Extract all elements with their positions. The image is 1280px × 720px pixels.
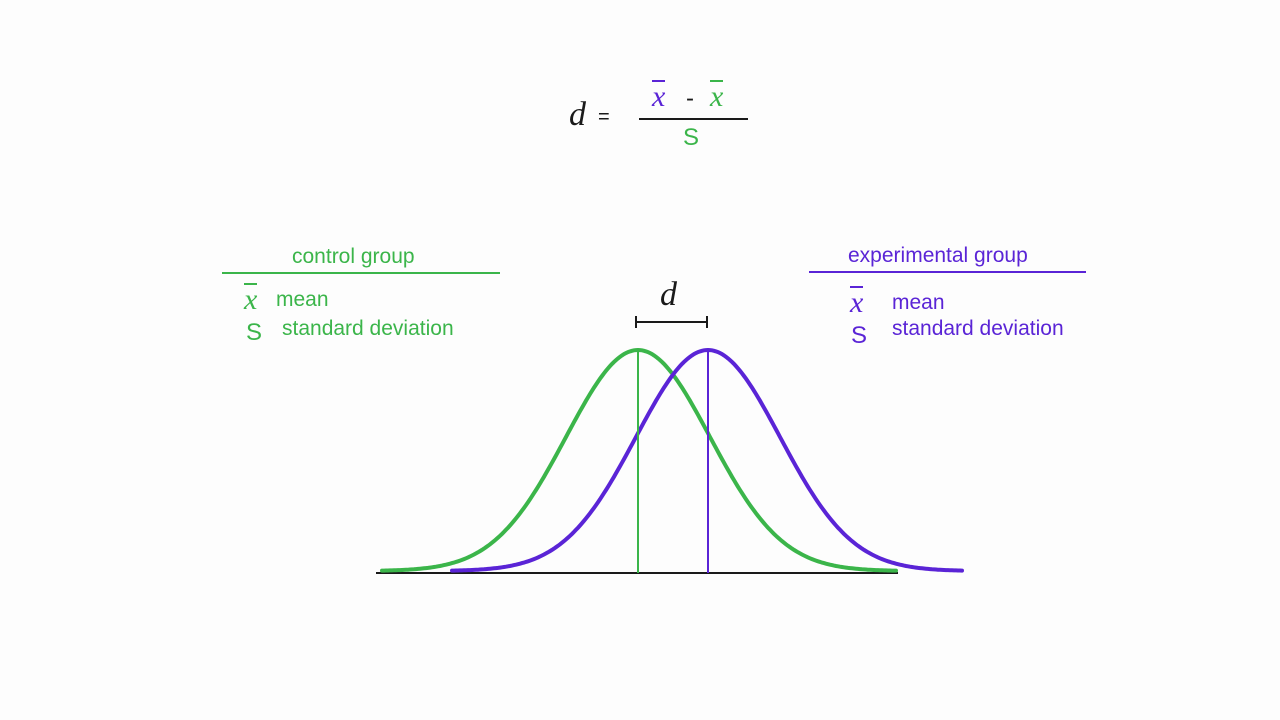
formula-experimental-mean: x <box>652 80 666 114</box>
control-mean-symbol: x <box>244 283 258 317</box>
formula-equals: = <box>598 106 610 128</box>
distance-label: d <box>660 276 677 313</box>
formula-control-mean: x <box>710 80 724 114</box>
control-mean-xbar: x <box>244 283 258 316</box>
experimental-group-rule <box>809 271 1086 273</box>
control-mean-label: mean <box>276 288 329 311</box>
formula-minus: - <box>686 85 694 112</box>
control-sd-label: standard deviation <box>282 317 454 340</box>
experimental-curve <box>450 347 964 573</box>
control-xbar-symbol: x <box>710 80 724 113</box>
experimental-mean-label: mean <box>892 291 945 314</box>
control-group-title: control group <box>292 245 415 268</box>
control-group-rule <box>222 272 500 274</box>
experimental-xbar-symbol: x <box>652 80 666 113</box>
formula-lhs: d <box>569 96 586 133</box>
experimental-mean-xbar: x <box>850 286 864 319</box>
experimental-sd-symbol: S <box>851 322 868 349</box>
experimental-mean-symbol: x <box>850 286 864 320</box>
control-sd-symbol: S <box>246 319 263 346</box>
fraction-line <box>639 118 748 120</box>
experimental-sd-label: standard deviation <box>892 317 1064 340</box>
control-curve <box>380 347 898 573</box>
distance-bracket <box>635 316 708 328</box>
formula-denominator: S <box>683 124 700 151</box>
experimental-group-title: experimental group <box>848 244 1028 267</box>
